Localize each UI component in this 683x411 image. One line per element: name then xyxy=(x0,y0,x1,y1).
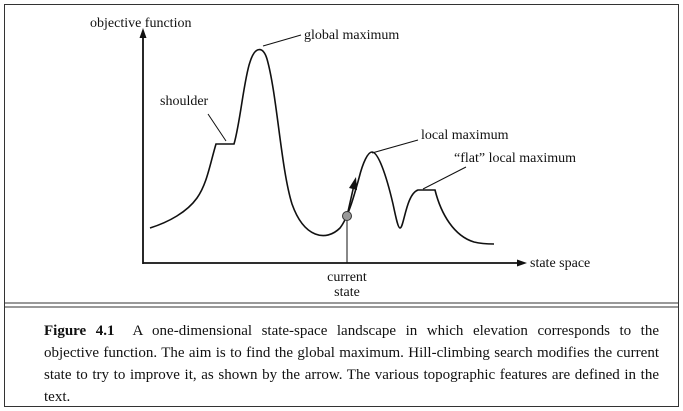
hill-climb-arrowhead xyxy=(349,177,357,190)
y-axis-label: objective function xyxy=(90,16,191,31)
current-state-dot xyxy=(342,211,352,221)
figure-caption: Figure 4.1 A one-dimensional state-space … xyxy=(44,320,659,408)
caption-text: A one-dimensional state-space landscape … xyxy=(44,323,660,405)
x-axis-arrowhead xyxy=(517,259,527,267)
global-max-leader xyxy=(262,34,302,47)
outer-border xyxy=(4,4,679,407)
shoulder-label: shoulder xyxy=(160,94,209,109)
landscape-curve xyxy=(149,48,495,245)
figure-number: Figure 4.1 xyxy=(44,323,115,339)
y-axis-arrowhead xyxy=(139,28,147,38)
x-axis-label: state space xyxy=(530,256,590,271)
hill-climb-arrow xyxy=(346,184,355,217)
current-state-marker xyxy=(342,177,357,263)
leader-lines xyxy=(207,34,467,190)
local-max-leader xyxy=(371,139,419,154)
figure-svg: objective function state space global ma… xyxy=(4,4,679,407)
flat-local-maximum-label: “flat” local maximum xyxy=(454,151,576,166)
flat-local-max-leader xyxy=(422,166,467,190)
axes xyxy=(139,28,527,267)
figure-frame: objective function state space global ma… xyxy=(4,4,679,407)
local-maximum-label: local maximum xyxy=(421,128,509,143)
shoulder-leader xyxy=(207,113,227,142)
current-state-label-line1: current xyxy=(327,270,367,285)
global-maximum-label: global maximum xyxy=(304,28,399,43)
current-state-label-line2: state xyxy=(334,285,360,300)
